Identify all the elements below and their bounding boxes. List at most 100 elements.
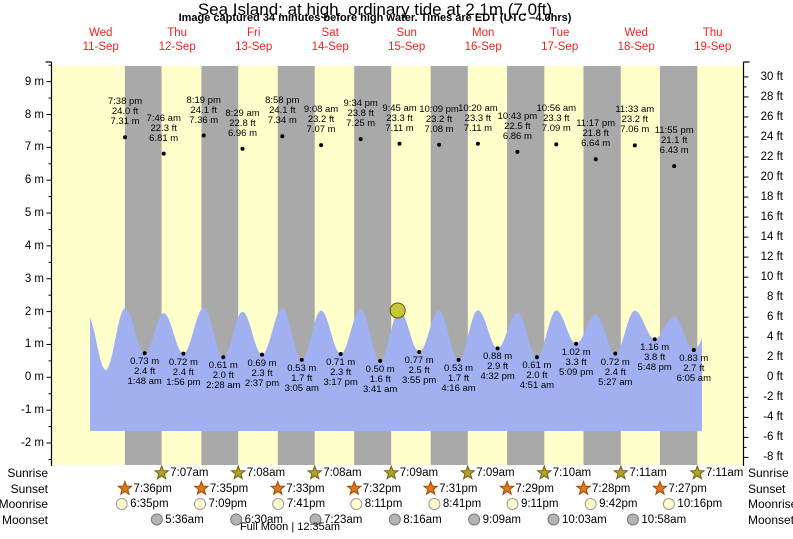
y-axis-left-label: 5 m [24,207,44,220]
tide-annotation-m: 7.34 m [267,115,297,127]
tide-annotation-m: 0.50 m [365,363,395,375]
moonset-time: 10:58am [641,513,687,526]
y-axis-right-label: -8 ft [763,451,783,464]
sunrise-star-icon [536,464,553,480]
sunset-time: 7:32pm [362,482,402,495]
y-axis-right-label: 20 ft [760,171,783,184]
chart-subtitle: Image captured 34 minutes before high wa… [178,12,572,24]
moonrise-time: 6:35pm [130,498,169,510]
y-axis-right-label: 4 ft [767,331,783,344]
y-axis-right-label: 26 ft [760,110,783,123]
low-tide-dot [378,358,383,363]
high-tide-dot [437,142,442,147]
tide-annotation-m: 6.64 m [581,138,611,150]
tide-annotation-m: 0.71 m [326,356,356,368]
y-axis-left-label: 7 m [24,141,44,154]
tide-annotation-m: 0.61 m [522,360,552,372]
tide-annotation-ft: 24.1 ft [190,104,217,116]
day-of-week: Mon [472,27,495,39]
sunrise-time: 7:11am [629,467,667,479]
day-of-week: Sat [321,27,339,39]
low-tide-annotation: 1.16 m 3.8 ft 5:48 pm [638,343,672,373]
moonrise-time: 7:09pm [208,498,247,510]
tide-annotation-time: 7:38 pm [107,96,143,108]
sunrise-star-icon [612,464,629,480]
tide-annotation-time: 2:37 pm [244,377,280,389]
low-tide-annotation: 0.72 m 2.4 ft 1:56 pm [166,357,200,388]
tide-annotation-time: 4:51 am [519,380,555,392]
day-label: Sat 14-Sep [312,27,349,54]
tide-annotation-m: 7.06 m [620,124,650,136]
day-of-week: Thu [167,27,188,39]
tide-annotation-m: 0.72 m [600,356,630,368]
sunrise-star-icon [459,464,476,480]
low-tide-dot [221,355,226,360]
tide-annotation-m: 0.77 m [404,355,434,366]
sunset-star-icon [269,480,286,496]
moonset-circle-icon [230,513,243,526]
tide-annotation-time: 5:27 am [598,376,633,388]
day-label: Fri 13-Sep [235,27,272,54]
y-axis-right-label: 22 ft [760,151,783,164]
tide-annotation-m: 7.36 m [189,114,219,126]
tide-annotation-m: 0.53 m [444,362,474,374]
day-label: Sun 15-Sep [388,27,425,54]
high-tide-dot [632,143,637,148]
day-date: 18-Sep [617,40,655,53]
moonrise-circle-icon [194,498,206,510]
tide-annotation-time: 11:55 pm [654,125,694,137]
tide-annotation-ft: 21.1 ft [660,135,688,147]
tide-annotation-ft: 2.9 ft [487,361,509,373]
sunrise-star-icon [306,464,323,480]
low-tide-annotation: 0.72 m 2.4 ft 5:27 am [598,356,633,388]
y-axis-right-label: 10 ft [760,271,783,284]
tide-annotation-m: 0.69 m [247,357,277,369]
low-tide-annotation: 0.53 m 1.7 ft 3:05 am [285,363,319,394]
day-of-week: Fri [246,27,261,39]
sunset-time: 7:33pm [286,482,325,495]
tide-annotation-m: 6.43 m [659,145,689,157]
high-tide-dot [554,142,559,147]
y-axis-right-label: 24 ft [760,130,783,143]
tide-annotation-ft: 23.3 ft [464,112,492,124]
y-axis-right-label: 14 ft [760,231,783,244]
tide-annotation-ft: 2.5 ft [408,365,430,376]
tide-annotation-m: 7.31 m [110,116,140,128]
moonrise-circle-icon [428,498,441,510]
y-axis-left-label: 9 m [24,75,44,88]
y-axis-right-label: 16 ft [760,211,783,224]
tide-annotation-m: 7.11 m [463,122,493,134]
high-tide-annotation: 9:34 pm 23.8 ft 7.25 m [344,99,378,129]
moonrise-time: 9:42pm [599,498,638,510]
tide-annotation-ft: 23.8 ft [347,108,374,120]
moonrise-circle-icon [272,498,285,510]
low-tide-dot [574,341,579,346]
tide-annotation-time: 10:56 am [536,103,577,115]
y-axis-right-label: 12 ft [760,251,783,264]
day-label: Mon 16-Sep [465,27,502,54]
sunrise-time: 7:10am [552,467,592,479]
low-tide-dot [652,337,657,342]
y-axis-right-label: 28 ft [760,90,783,103]
day-of-week: Wed [88,27,113,39]
high-tide-dot [475,141,480,146]
y-axis-left-label: 4 m [24,239,44,252]
tide-annotation-m: 1.02 m [561,346,591,358]
tide-annotation-ft: 2.4 ft [172,366,194,378]
low-tide-dot [142,351,147,356]
sunset-time: 7:36pm [133,482,172,495]
tide-annotation-time: 4:32 pm [480,371,515,383]
sunrise-time: 7:09am [476,467,515,479]
tide-annotation-m: 6.86 m [502,130,532,142]
high-tide-annotation: 11:33 am 23.2 ft 7.06 m [615,105,654,135]
high-tide-dot [161,151,166,156]
high-tide-annotation: 7:38 pm 24.0 ft 7.31 m [108,97,142,127]
sunset-star-icon [499,480,516,496]
sunrise-star-icon [383,464,400,480]
tide-annotation-m: 7.08 m [424,123,454,135]
high-tide-dot [123,135,127,140]
y-axis-left-label: 1 m [24,338,44,351]
tide-annotation-ft: 1.7 ft [447,372,470,384]
low-tide-annotation: 0.71 m 2.3 ft 3:17 pm [323,356,357,388]
